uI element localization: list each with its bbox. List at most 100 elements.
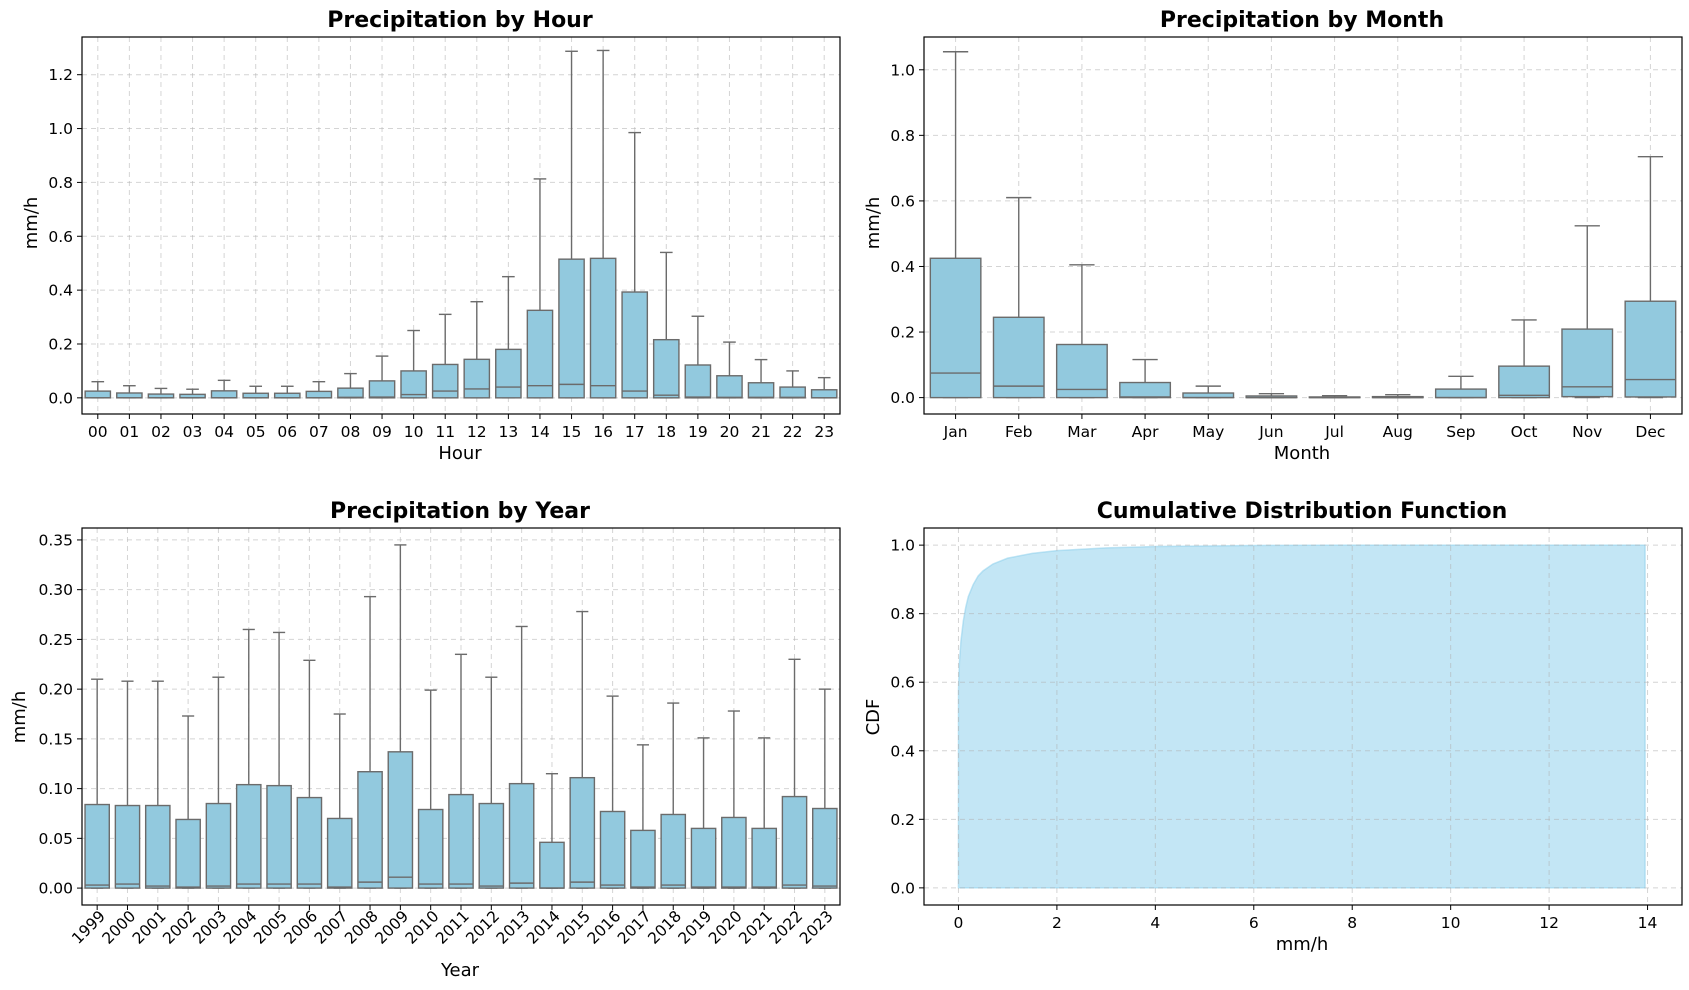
month-y-tick-label: 0.8: [890, 127, 915, 145]
month-box-Mar: [1055, 264, 1108, 399]
hour-x-tick-label: 19: [688, 423, 708, 441]
year-box-2014: [539, 772, 565, 889]
iqr-box: [781, 795, 808, 889]
year-x-tick-label: 2014: [523, 907, 564, 948]
month-box-Oct: [1498, 319, 1551, 399]
month-y-tick-label: 0.0: [890, 389, 915, 407]
month-x-tick-label: Nov: [1572, 423, 1602, 441]
iqr-box: [144, 804, 171, 889]
iqr-box: [569, 776, 596, 889]
hour-box-23: [810, 376, 838, 399]
year-box-2012: [478, 676, 505, 889]
iqr-box: [589, 257, 617, 399]
year-x-tick-label: 2021: [735, 907, 776, 948]
year-x-tick-label: 2017: [614, 907, 655, 948]
hour-box-13: [495, 275, 522, 399]
year-x-tick-label: 2010: [402, 907, 443, 948]
year-box-2005: [266, 631, 292, 889]
hour-box-11: [431, 313, 459, 399]
year-box-2023: [812, 688, 838, 889]
year-box-2019: [690, 737, 717, 889]
iqr-box: [539, 841, 565, 889]
year-x-tick-label: 2012: [463, 907, 504, 948]
year-box-2017: [630, 744, 656, 889]
iqr-box: [652, 338, 680, 399]
hour-chart-title: Precipitation by Hour: [327, 8, 593, 33]
iqr-box: [478, 802, 505, 889]
month-box-Sep: [1434, 375, 1487, 399]
month-x-tick-label: Jan: [943, 423, 968, 441]
hour-x-tick-label: 08: [341, 423, 361, 441]
month-box-Dec: [1624, 155, 1677, 399]
month-x-tick-label: Apr: [1132, 423, 1159, 441]
cdf-x-tick-label: 10: [1441, 914, 1461, 932]
hour-x-tick-label: 10: [404, 423, 424, 441]
iqr-box: [1434, 388, 1487, 399]
cdf-x-tick-label: 4: [1150, 914, 1160, 932]
year-x-tick-label: 2011: [432, 907, 473, 948]
cdf-panel: Cumulative Distribution Function mm/h CD…: [863, 499, 1683, 955]
iqr-box: [368, 380, 396, 399]
month-y-axis-label: mm/h: [863, 197, 884, 250]
iqr-box: [84, 803, 110, 889]
cdf-x-tick-label: 6: [1249, 914, 1259, 932]
hour-box-17: [621, 131, 649, 399]
hour-x-tick-label: 13: [499, 423, 519, 441]
month-y-tick-label: 0.6: [890, 192, 915, 210]
cdf-x-tick-label: 0: [954, 914, 964, 932]
iqr-box: [417, 808, 444, 889]
year-box-2004: [235, 628, 262, 889]
hour-y-tick-label: 0.8: [48, 174, 73, 192]
year-box-2010: [417, 689, 444, 889]
cdf-chart-title: Cumulative Distribution Function: [1097, 499, 1508, 524]
iqr-box: [1119, 381, 1172, 399]
year-x-tick-label: 1999: [68, 907, 109, 948]
iqr-box: [812, 807, 838, 889]
month-x-tick-label: Jun: [1258, 423, 1283, 441]
iqr-box: [175, 818, 201, 889]
year-y-tick-label: 0.05: [38, 830, 73, 848]
iqr-box: [205, 802, 232, 889]
hour-box-04: [210, 379, 238, 399]
hour-plot-frame: [81, 36, 841, 415]
month-box-Jul: [1308, 394, 1361, 399]
year-x-tick-label: 2020: [705, 907, 746, 948]
year-y-tick-label: 0.30: [38, 581, 73, 599]
hour-y-tick-label: 0.2: [48, 335, 73, 353]
month-box-Feb: [992, 196, 1045, 399]
hour-box-03: [179, 388, 206, 399]
hour-box-14: [526, 178, 554, 399]
iqr-box: [235, 783, 262, 889]
month-y-tick-label: 0.2: [890, 324, 915, 342]
year-x-tick-label: 2016: [584, 907, 625, 948]
cdf-plot-frame: [923, 527, 1683, 906]
hour-box-22: [779, 370, 806, 399]
iqr-box: [810, 389, 838, 399]
year-x-tick-label: 2001: [129, 907, 170, 948]
hour-x-tick-label: 12: [467, 423, 487, 441]
hour-box-21: [747, 358, 775, 399]
iqr-box: [495, 348, 522, 399]
month-box-May: [1182, 385, 1235, 399]
hour-y-tick-label: 1.2: [48, 66, 73, 84]
year-y-tick-label: 0.15: [38, 730, 73, 748]
iqr-box: [296, 796, 323, 889]
hour-x-tick-label: 11: [435, 423, 455, 441]
year-x-tick-label: 2019: [675, 907, 716, 948]
month-boxplot-panel: Precipitation by Month Month mm/h 0.0 0.2…: [863, 8, 1683, 464]
hour-y-tick-label: 0.6: [48, 228, 73, 246]
hour-x-tick-label: 07: [309, 423, 329, 441]
iqr-box: [305, 390, 333, 399]
year-box-2003: [205, 676, 232, 889]
iqr-box: [400, 370, 427, 399]
year-box-2006: [296, 659, 323, 889]
month-x-tick-label: Aug: [1383, 423, 1413, 441]
hour-x-axis-label: Hour: [438, 443, 482, 464]
year-box-2000: [114, 680, 141, 889]
iqr-box: [431, 363, 459, 399]
year-box-2007: [326, 713, 353, 889]
month-plot-frame: [923, 36, 1683, 415]
year-x-tick-label: 2018: [644, 907, 685, 948]
hour-x-tick-label: 15: [562, 423, 582, 441]
iqr-box: [630, 829, 656, 889]
